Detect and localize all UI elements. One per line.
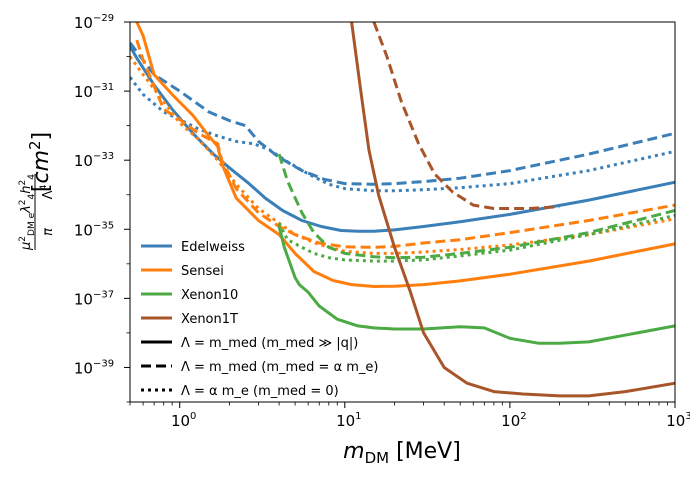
- x-tick-label: 103: [666, 411, 690, 430]
- series-sensei-dashed: [135, 39, 675, 249]
- series-xenon10-dashed: [277, 153, 675, 260]
- legend: Edelweiss Sensei Xenon10 Xenon1T Λ = m_med (…: [141, 240, 379, 399]
- x-axis-label: mDM [MeV]: [343, 439, 461, 467]
- series-xenon1t-solid: [350, 22, 675, 398]
- plot-frame: [129, 21, 676, 403]
- x-tick-label: 102: [501, 411, 526, 430]
- legend-label-edelweiss: Edelweiss: [181, 240, 245, 255]
- legend-label-solid: Λ = m_med (m_med ≫ |q|): [181, 336, 358, 351]
- y-tick-label: 10−37: [74, 289, 114, 308]
- legend-label-dashed: Λ = m_med (m_med = α m_e): [181, 360, 379, 375]
- y-tick-label: 10−33: [74, 151, 114, 170]
- legend-label-dotted: Λ = α m_e (m_med = 0): [181, 384, 339, 399]
- y-axis-ticks: 10−29 10−31 10−33 10−35 10−37 10−39: [74, 13, 130, 403]
- legend-label-xenon1t: Xenon1T: [181, 312, 238, 327]
- series-layer: [130, 22, 675, 398]
- legend-label-xenon10: Xenon10: [181, 288, 238, 303]
- svg-text:π: π: [41, 228, 56, 236]
- y-tick-label: 10−35: [74, 220, 114, 239]
- series-xenon10-solid: [277, 226, 675, 345]
- x-tick-label: 101: [336, 411, 361, 430]
- y-tick-label: 10−29: [74, 13, 114, 32]
- y-tick-label: 10−39: [74, 358, 114, 377]
- x-axis-ticks: 100 101 102 103: [129, 402, 690, 430]
- series-edelweiss-solid: [130, 45, 675, 233]
- legend-label-sensei: Sensei: [181, 264, 224, 279]
- x-tick-label: 100: [171, 411, 196, 430]
- y-tick-label: 10−31: [74, 82, 114, 101]
- svg-text:μ2DM eλ24h24: μ2DM eλ24h24: [18, 174, 37, 251]
- series-xenon1t-dashed: [372, 22, 560, 210]
- series-xenon10-dotted: [277, 214, 675, 263]
- y-axis-unit: [cm2]: [26, 132, 54, 192]
- series-sensei-solid: [135, 22, 675, 288]
